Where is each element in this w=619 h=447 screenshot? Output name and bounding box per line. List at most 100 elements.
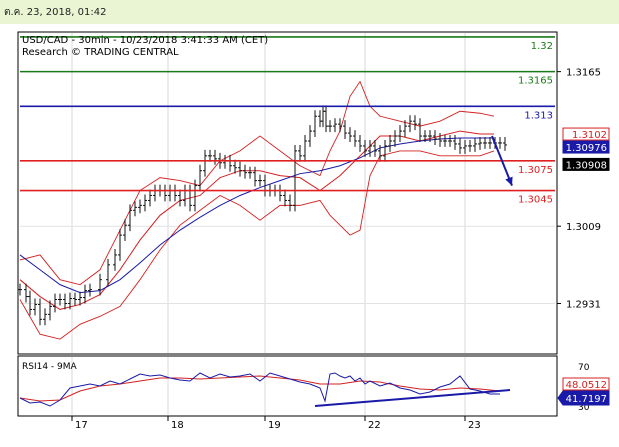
price-bar [143,194,147,212]
support-resistance-levels: 1.32 1.3165 1.313 1.3075 1.3045 [20,36,555,206]
price-bar [478,137,482,150]
time-axis: 17 18 19 22 23 [71,416,481,431]
price-bar [213,149,217,165]
time-tick-label-2: 19 [268,420,281,431]
price-bars [18,105,507,326]
rsi-label: RSI14 - 9MA [22,362,78,372]
price-bar [148,189,152,207]
price-bar [113,248,117,271]
rsi-ma-value-badge-text: 41.7197 [566,394,607,405]
price-bar [393,130,397,147]
price-bar [324,105,328,133]
price-bar [128,204,132,232]
price-bar [433,130,437,145]
rsi-ma-value-badge-box [557,390,610,406]
price-badge-text: 1.30908 [566,160,607,171]
price-bar [48,300,52,321]
price-bar [283,189,287,207]
rsi-value-badge-text: 48.0512 [566,380,607,391]
price-bar [418,118,422,142]
price-bar [88,283,92,297]
price-bar [353,130,357,147]
level-label-1: 1.3165 [518,76,553,87]
price-tick-label-1: 1.3009 [566,222,601,233]
price-bar [503,137,507,151]
price-bar [363,139,367,157]
price-bar [243,164,247,179]
chart-title: USD/CAD - 30min - 10/23/2018 3:41:33 AM … [22,35,268,46]
price-badge-0: 1.3102 [562,127,610,141]
price-bar [133,201,137,217]
price-bar [58,293,62,306]
price-bar [208,149,212,162]
price-bar [438,133,442,147]
price-bar [368,139,372,157]
price-bar [488,137,492,149]
price-bar [338,118,342,133]
level-label-2: 1.313 [524,110,553,121]
rsi-value-badge-box [562,377,610,391]
price-bar [498,137,502,149]
price-bar [43,308,47,326]
projection-arrow [491,135,513,186]
price-bar [248,166,252,179]
price-bar [408,115,412,133]
time-tick-label-4: 23 [468,420,481,431]
price-bar [343,120,347,140]
price-bar [448,135,452,147]
price-bar [118,229,122,261]
price-bar [98,273,102,296]
price-bar [63,293,67,310]
price-bar [328,120,332,133]
rsi-value-badge: 48.0512 [562,377,610,391]
price-bar [383,139,387,162]
chart-subtitle: Research © TRADING CENTRAL [22,47,179,58]
projection-arrow-shaft [491,135,513,186]
time-tick-label-0: 17 [75,420,88,431]
price-bar [423,130,427,142]
price-badge-box [562,157,610,171]
price-bar [258,174,262,187]
price-bar [253,166,257,187]
timestamp-label: ต.ค. 23, 2018, 01:42 [4,7,107,18]
rsi-tick-label-1: 30 [578,403,590,413]
price-bar [458,138,462,154]
rsi-line [19,372,500,407]
price-bar [138,199,142,214]
price-badge-1: 1.30976 [562,140,610,154]
price-bar [308,125,312,147]
top-status-bar: ต.ค. 23, 2018, 01:42 [0,0,619,24]
price-bar [303,135,307,162]
price-badge-2: 1.30908 [562,157,610,171]
price-bar [123,219,127,242]
price-bar [233,159,237,174]
level-label-0: 1.32 [531,41,553,52]
price-bar [68,292,72,310]
rsi-ma-value-badge: 41.7197 [557,390,610,406]
price-badge-box [562,140,610,154]
price-bar [373,139,377,157]
price-bar [333,118,337,133]
rsi-trendline [314,389,511,407]
price-bar [348,127,352,142]
price-bar [203,149,207,177]
price-bar [398,125,402,142]
rsi-panel: 70 30 48.0512 41.7197 [19,363,610,413]
price-bar [463,139,467,154]
main-plot-frame [17,31,558,355]
price-bar [83,284,87,304]
price-axis: 1.3165 1.3009 1.2931 [557,68,601,310]
price-tick-label-0: 1.3165 [566,68,601,79]
price-bar [403,120,407,138]
time-tick-label-3: 22 [368,420,381,431]
price-bar [24,283,28,303]
price-bar [18,283,22,296]
price-bar [453,135,457,150]
price-bar [443,135,447,147]
projection-arrow-head [505,176,513,186]
price-tick-label-2: 1.2931 [566,299,601,310]
price-bar [313,110,317,138]
price-bar [468,139,472,152]
rsi-tick-label-0: 70 [578,363,590,373]
price-bar [193,179,197,212]
